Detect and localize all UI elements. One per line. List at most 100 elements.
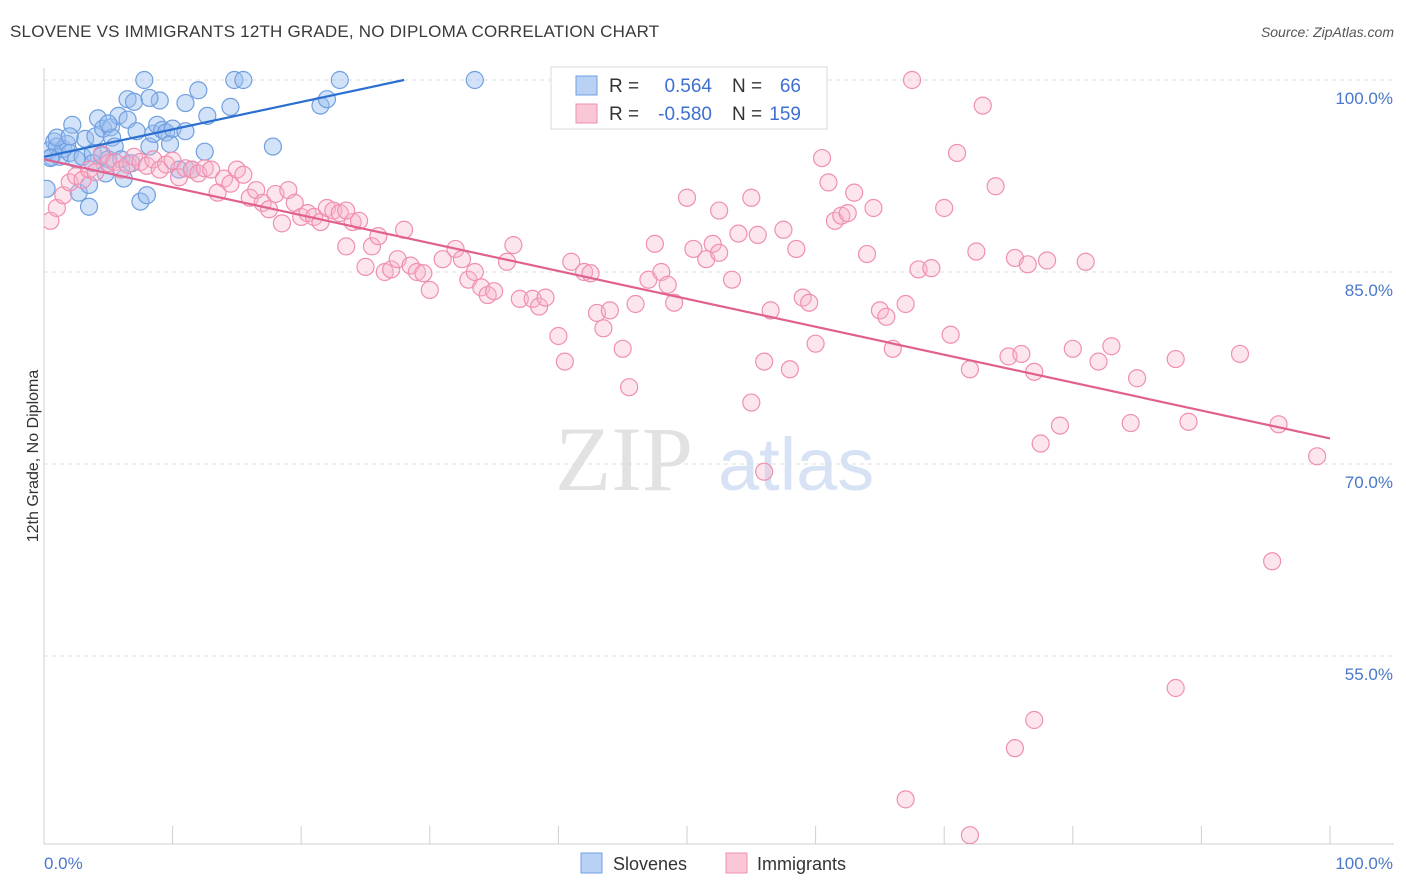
immigrants-point-140 (1121, 413, 1140, 433)
immigrants-point-95 (722, 270, 742, 289)
immigrants-point-154 (742, 393, 761, 412)
slovenes-trend-line (43, 78, 405, 158)
trend-lines (43, 78, 1331, 440)
immigrants-point-131 (1018, 255, 1037, 274)
slovenes-point-33 (135, 70, 154, 90)
y-tick-label-0: 100.0% (1335, 89, 1393, 108)
legend-swatch-immigrants (575, 103, 598, 124)
immigrants-point-53 (382, 260, 401, 279)
immigrants-point-147 (1263, 552, 1282, 571)
immigrants-point-103 (787, 239, 806, 259)
immigrants-point-90 (677, 188, 697, 207)
immigrants-point-125 (967, 242, 986, 261)
immigrants-point-102 (780, 360, 799, 379)
data-points (44, 70, 1327, 844)
immigrants-point-30 (234, 165, 253, 184)
slovenes-point-34 (137, 186, 156, 205)
immigrants-point-119 (909, 260, 928, 279)
series-legend: Slovenes Immigrants (580, 852, 846, 874)
immigrants-point-62 (452, 250, 472, 269)
immigrants-point-143 (1179, 412, 1198, 431)
immigrants-point-82 (613, 339, 632, 358)
legend-label-slovenes: Slovenes (613, 854, 687, 874)
immigrants-point-64 (465, 262, 484, 282)
immigrants-point-50 (362, 237, 382, 256)
y-axis-title: 12th Grade, No Diploma (25, 370, 42, 543)
chart-title: SLOVENE VS IMMIGRANTS 12TH GRADE, NO DIP… (10, 22, 660, 41)
immigrants-point-155 (710, 243, 729, 262)
legend-swatch-slovenes (575, 75, 598, 96)
immigrants-point-150 (1005, 739, 1025, 758)
immigrants-point-133 (1031, 434, 1050, 453)
immigrants-point-69 (504, 236, 523, 255)
slovenes-point-60 (99, 114, 118, 133)
legend-n-slovenes: 66 (780, 76, 801, 97)
immigrants-point-138 (1089, 352, 1108, 371)
legend-n-immigrants: 159 (769, 104, 801, 125)
slovenes-point-47 (195, 142, 214, 161)
legend-label-immigrants: Immigrants (757, 854, 846, 874)
immigrants-point-136 (1063, 339, 1082, 358)
immigrants-point-149 (1025, 710, 1044, 730)
stats-legend: R = 0.564 N = 66 R = -0.580 N = 159 (550, 66, 828, 130)
legend-r-label-slovenes: R = (609, 76, 639, 97)
immigrants-point-80 (594, 319, 613, 338)
tick-labels: 100.0% 85.0% 70.0% 55.0% 0.0% 100.0% (44, 89, 1393, 873)
immigrants-point-101 (774, 220, 793, 239)
immigrants-point-94 (710, 201, 729, 220)
immigrants-point-89 (665, 293, 684, 312)
slovenes-point-51 (234, 70, 253, 90)
slovenes-point-55 (330, 70, 349, 90)
slovenes-point-49 (221, 97, 240, 116)
slovenes-point-41 (160, 134, 180, 154)
slovenes-point-30 (124, 92, 144, 111)
immigrants-point-70 (510, 289, 529, 308)
legend-r-label-immigrants: R = (609, 104, 639, 125)
immigrants-point-100 (761, 301, 780, 320)
source-label: Source: ZipAtlas.com (1260, 24, 1394, 40)
immigrants-point-58 (414, 264, 433, 283)
slovenes-point-18 (88, 109, 108, 128)
immigrants-point-91 (684, 239, 703, 259)
immigrants-point-116 (877, 307, 896, 326)
slovenes-point-0 (44, 179, 56, 198)
immigrants-point-36 (272, 214, 292, 233)
immigrants-point-48 (349, 211, 369, 230)
immigrants-point-93 (703, 234, 722, 253)
slovenes-point-57 (47, 128, 66, 147)
immigrants-point-60 (433, 250, 452, 269)
immigrants-point-144 (1230, 344, 1250, 364)
bottom-swatch-slovenes (580, 852, 603, 874)
immigrants-point-134 (1037, 251, 1057, 270)
immigrants-point-97 (742, 188, 761, 207)
bottom-swatch-immigrants (725, 852, 748, 874)
immigrants-point-73 (536, 288, 555, 307)
slovenes-point-56 (465, 70, 484, 90)
slovenes-point-64 (44, 148, 60, 168)
immigrants-point-86 (645, 234, 664, 253)
slovenes-point-9 (63, 115, 82, 134)
immigrants-point-74 (549, 326, 568, 346)
immigrants-point-152 (960, 826, 980, 844)
immigrants-point-96 (729, 224, 748, 243)
immigrants-point-122 (941, 325, 960, 344)
x-tick-label-1: 100.0% (1335, 854, 1393, 873)
immigrants-point-148 (1166, 678, 1185, 698)
legend-n-label-slovenes: N = (732, 76, 762, 97)
watermark-zip: ZIP (555, 408, 693, 510)
slovenes-point-58 (60, 127, 79, 146)
immigrants-point-156 (902, 70, 922, 90)
immigrants-point-88 (658, 275, 677, 294)
slovenes-point-38 (150, 91, 169, 110)
legend-n-label-immigrants: N = (732, 104, 762, 125)
immigrants-point-146 (1308, 447, 1327, 466)
immigrants-point-151 (896, 790, 915, 809)
immigrants-point-118 (896, 294, 915, 314)
immigrants-point-72 (530, 297, 549, 316)
immigrants-point-112 (845, 183, 864, 202)
immigrants-point-59 (420, 280, 439, 300)
slovenes-point-52 (263, 137, 283, 156)
immigrants-point-46 (337, 237, 356, 256)
immigrants-point-120 (922, 259, 941, 278)
immigrants-point-141 (1127, 369, 1147, 388)
